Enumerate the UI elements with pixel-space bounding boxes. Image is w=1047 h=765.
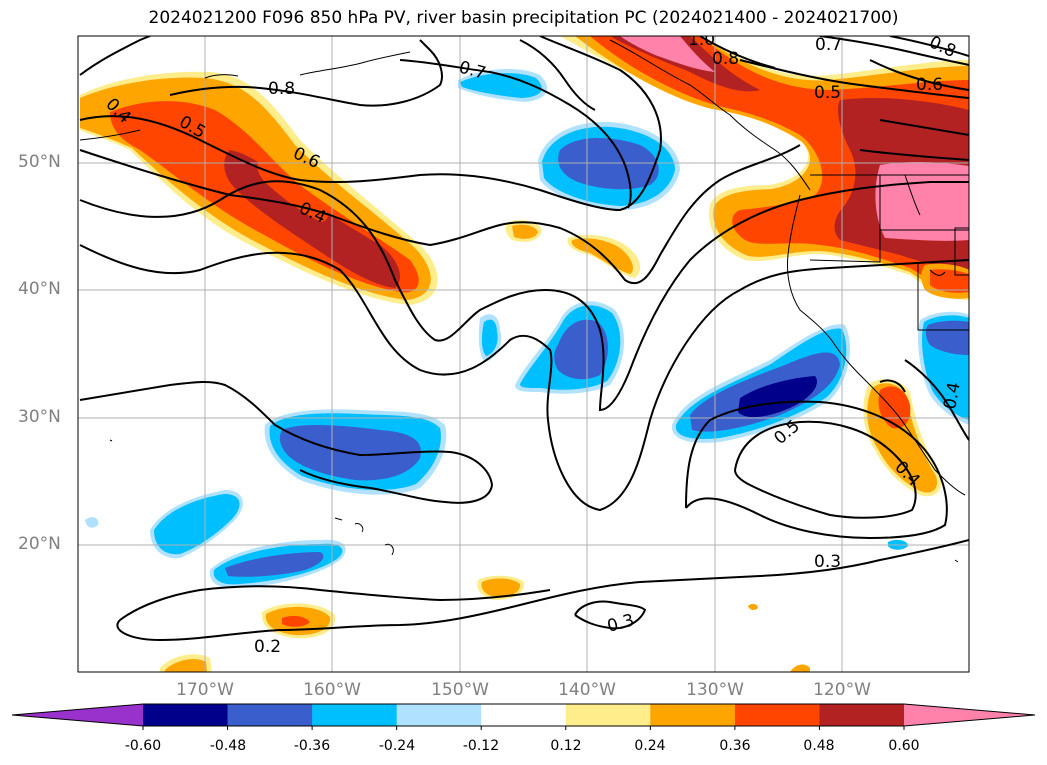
contour-label: 0.4 (940, 381, 964, 411)
contour-label: 0.2 (254, 637, 281, 657)
colorbar (11, 703, 1036, 730)
map-title: 2024021200 F096 850 hPa PV, river basin … (148, 8, 899, 28)
colorbar-extend-low (12, 704, 143, 726)
colorbar-tick-label: -0.48 (209, 738, 247, 754)
plot-frame (77, 35, 970, 673)
contour-label: 0.7 (815, 35, 842, 55)
positive-anomaly-shading (80, 36, 969, 672)
colorbar-swatch (819, 704, 905, 726)
negative-anomaly-shading (85, 68, 969, 589)
colorbar-tick-label: -0.36 (293, 738, 331, 754)
colorbar-tick-label: 0.48 (803, 738, 835, 754)
colorbar-tick-label: 0.12 (550, 738, 582, 754)
gridlines (78, 36, 969, 672)
lon-label-170w: 170°W (176, 680, 234, 700)
colorbar-tick-label: 0.36 (719, 738, 751, 754)
colorbar-swatch (481, 704, 567, 726)
colorbar-swatch (227, 704, 313, 726)
lon-label-140w: 140°W (558, 680, 616, 700)
colorbar-tick-label: -0.60 (124, 738, 162, 754)
contour-label: 0.8 (268, 79, 295, 99)
coastlines (79, 39, 969, 563)
colorbar-tick-label: -0.24 (378, 738, 416, 754)
colorbar-swatch (650, 704, 736, 726)
colorbar-tick-label: 0.60 (888, 738, 920, 754)
contour-label: 1.0 (688, 30, 715, 50)
contour-label: 0.3 (814, 552, 841, 572)
lat-label-30n: 30°N (18, 407, 61, 427)
lon-label-120w: 120°W (813, 680, 871, 700)
lat-label-50n: 50°N (18, 152, 61, 172)
lon-label-160w: 160°W (303, 680, 361, 700)
contour-label: 0.6 (916, 75, 943, 95)
contour-label: 0.5 (814, 83, 841, 103)
lat-label-20n: 20°N (18, 534, 61, 554)
lon-label-130w: 130°W (686, 680, 744, 700)
colorbar-swatch (396, 704, 482, 726)
colorbar-swatch (143, 704, 229, 726)
colorbar-extend-high (904, 704, 1035, 726)
lat-label-40n: 40°N (18, 279, 61, 299)
lon-label-150w: 150°W (431, 680, 489, 700)
contour-label: 0.8 (712, 49, 739, 69)
map-plot-area: 0.4 0.5 0.6 0.4 0.8 0.7 1.0 0.8 0.7 0.8 … (78, 30, 969, 672)
colorbar-swatch (565, 704, 651, 726)
colorbar-tick-label: 0.24 (634, 738, 666, 754)
colorbar-tick-label: -0.12 (462, 738, 500, 754)
pv-contours (79, 36, 969, 642)
colorbar-swatch (734, 704, 820, 726)
colorbar-swatch (312, 704, 398, 726)
